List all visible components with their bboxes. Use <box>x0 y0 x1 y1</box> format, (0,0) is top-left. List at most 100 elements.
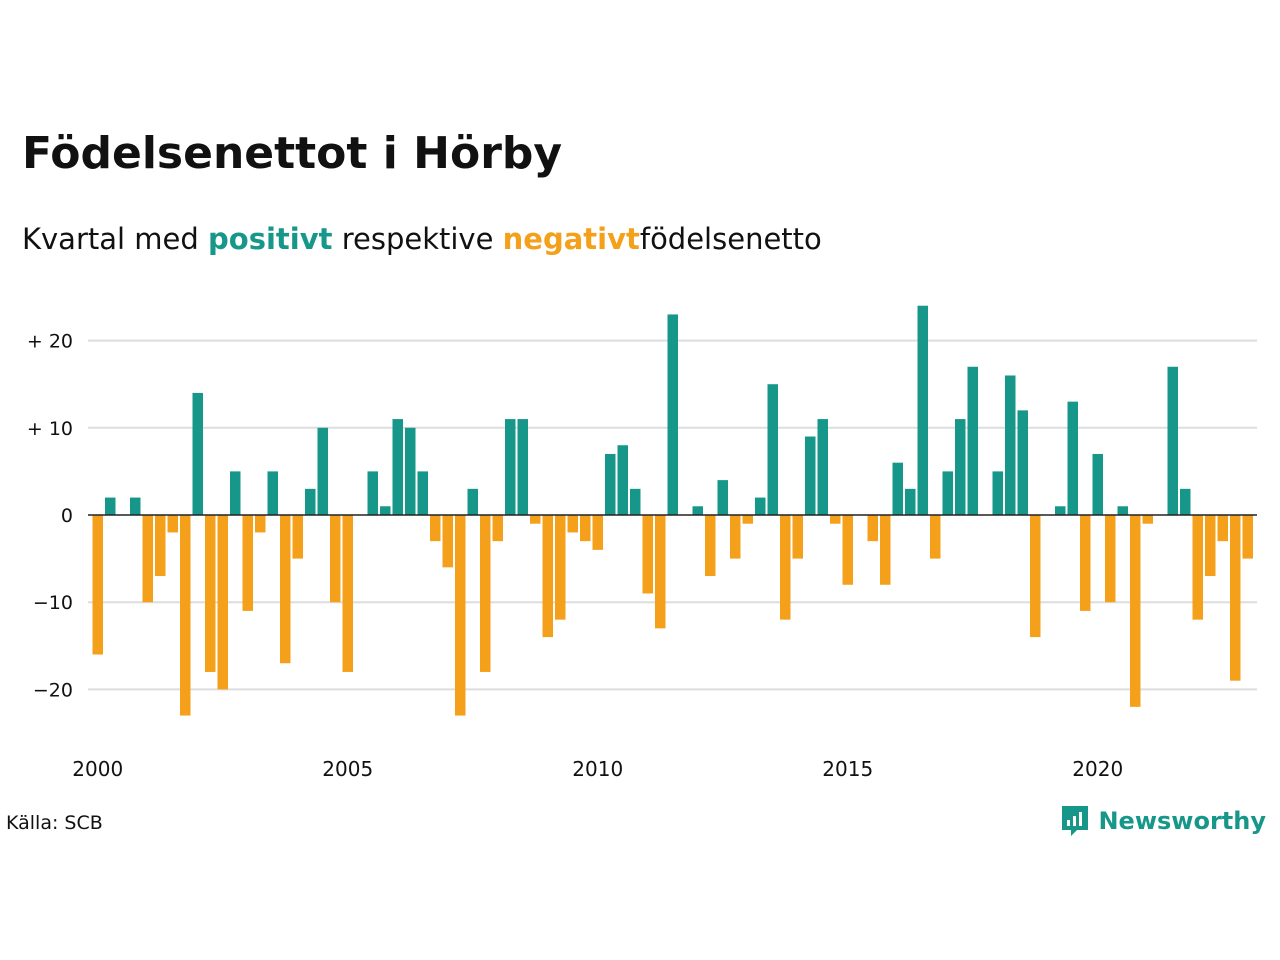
bar-negative <box>867 515 878 542</box>
bar-negative <box>342 515 353 672</box>
bar-negative <box>155 515 166 577</box>
bar-positive <box>1117 506 1128 515</box>
bar-negative <box>217 515 228 690</box>
y-tick-label: −10 <box>33 592 73 614</box>
bar-positive <box>967 366 978 515</box>
bar-positive <box>230 471 241 515</box>
bar-positive <box>1180 488 1191 515</box>
bar-positive <box>517 419 528 515</box>
chart-subtitle: Kvartal med positivt respektive negativt… <box>22 222 822 256</box>
bar-negative <box>555 515 566 620</box>
bar-positive <box>380 506 391 515</box>
brand-name: Newsworthy <box>1098 807 1266 835</box>
bar-negative <box>742 515 753 524</box>
bar-positive <box>805 436 816 515</box>
bar-negative <box>1130 515 1141 707</box>
bar-positive <box>467 488 478 515</box>
bar-positive <box>130 497 141 515</box>
bar-positive <box>105 497 116 515</box>
bar-negative <box>167 515 178 533</box>
bar-negative <box>205 515 216 672</box>
bar-negative <box>730 515 741 559</box>
bar-negative <box>1030 515 1041 638</box>
bar-negative <box>242 515 253 611</box>
x-tick-label: 2020 <box>1072 757 1123 781</box>
bar-positive <box>405 427 416 515</box>
bar-positive <box>942 471 953 515</box>
bar-negative <box>842 515 853 585</box>
bar-negative <box>1080 515 1091 611</box>
bar-negative <box>592 515 603 550</box>
bar-positive <box>955 419 966 515</box>
x-tick-label: 2000 <box>72 757 123 781</box>
bar-negative <box>655 515 666 629</box>
bar-negative <box>780 515 791 620</box>
subtitle-negative-label: negativt <box>502 222 640 256</box>
bar-negative <box>180 515 191 716</box>
bar-negative <box>1217 515 1228 542</box>
bar-negative <box>1230 515 1241 681</box>
bar-negative <box>492 515 503 542</box>
bar-negative <box>542 515 553 638</box>
bar-positive <box>817 419 828 515</box>
x-tick-label: 2015 <box>822 757 873 781</box>
y-tick-label: −20 <box>33 679 73 701</box>
bar-negative <box>930 515 941 559</box>
x-tick-label: 2010 <box>572 757 623 781</box>
bar-negative <box>792 515 803 559</box>
bar-negative <box>142 515 153 603</box>
x-tick-label: 2005 <box>322 757 373 781</box>
bar-negative <box>280 515 291 664</box>
bar-positive <box>1167 366 1178 515</box>
bar-positive <box>1092 453 1103 515</box>
bar-negative <box>530 515 541 524</box>
bar-positive <box>305 488 316 515</box>
y-tick-label: + 10 <box>27 418 73 440</box>
subtitle-positive-label: positivt <box>208 222 333 256</box>
subtitle-text-3: födelsenetto <box>639 222 822 256</box>
bar-positive <box>692 506 703 515</box>
bar-negative <box>830 515 841 524</box>
bar-positive <box>617 445 628 515</box>
bar-positive <box>892 462 903 515</box>
bar-negative <box>255 515 266 533</box>
bar-positive <box>917 305 928 515</box>
bar-negative <box>880 515 891 585</box>
bar-positive <box>717 480 728 515</box>
bar-positive <box>392 419 403 515</box>
bar-positive <box>317 427 328 515</box>
bars-layer <box>92 305 1253 716</box>
bar-negative <box>442 515 453 568</box>
bar-negative <box>642 515 653 594</box>
bar-negative <box>1142 515 1153 524</box>
bar-negative <box>1105 515 1116 603</box>
chart-title: Födelsenettot i Hörby <box>22 128 563 179</box>
bar-positive <box>992 471 1003 515</box>
bar-positive <box>667 314 678 515</box>
bar-negative <box>292 515 303 559</box>
bar-negative <box>330 515 341 603</box>
bar-chart: + 20 + 10 0 −10 −20 2000 2005 2010 2015 2020 <box>27 305 1257 781</box>
brand-logo: Newsworthy <box>1060 804 1266 838</box>
bar-positive <box>192 392 203 515</box>
bar-positive <box>905 488 916 515</box>
bar-positive <box>1067 401 1078 515</box>
bar-positive <box>267 471 278 515</box>
y-axis-ticks: + 20 + 10 0 −10 −20 <box>27 331 73 702</box>
bar-positive <box>1017 410 1028 515</box>
source-note: Källa: SCB <box>6 812 103 834</box>
bar-positive <box>505 419 516 515</box>
bar-positive <box>630 488 641 515</box>
bar-negative <box>1192 515 1203 620</box>
bar-positive <box>417 471 428 515</box>
bar-positive <box>367 471 378 515</box>
bar-negative <box>92 515 103 655</box>
bar-positive <box>1055 506 1066 515</box>
bar-negative <box>1205 515 1216 577</box>
bar-negative <box>1242 515 1253 559</box>
bar-negative <box>480 515 491 672</box>
subtitle-text-2: respektive <box>341 222 494 256</box>
bar-negative <box>430 515 441 542</box>
bar-negative <box>705 515 716 577</box>
bar-negative <box>567 515 578 533</box>
